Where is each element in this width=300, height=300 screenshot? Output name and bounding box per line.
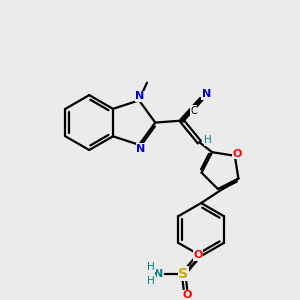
Text: C: C (190, 106, 197, 116)
Text: N: N (136, 144, 146, 154)
Text: O: O (183, 290, 192, 300)
Text: O: O (232, 149, 242, 159)
Text: H: H (204, 135, 212, 145)
Text: H: H (147, 275, 155, 286)
Text: N: N (154, 269, 164, 279)
Text: S: S (178, 267, 188, 281)
Text: N: N (136, 92, 145, 101)
Text: H: H (147, 262, 155, 272)
Text: O: O (194, 250, 203, 260)
Text: N: N (202, 89, 211, 99)
